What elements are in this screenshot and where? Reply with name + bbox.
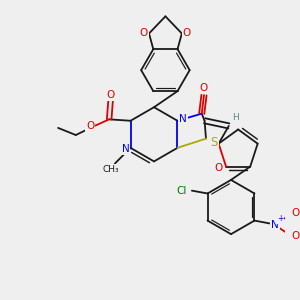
Text: O: O [291, 231, 299, 241]
Text: CH₃: CH₃ [102, 165, 119, 174]
Text: O: O [183, 28, 191, 38]
Text: O: O [214, 163, 222, 173]
Text: O: O [140, 28, 148, 38]
Text: N: N [272, 220, 279, 230]
Text: N: N [122, 144, 129, 154]
Text: Cl: Cl [176, 186, 187, 196]
Text: O: O [106, 89, 115, 100]
Text: O: O [291, 208, 299, 218]
Text: +: + [277, 214, 283, 223]
Text: S: S [210, 136, 218, 148]
Text: O: O [200, 83, 208, 93]
Text: N: N [179, 114, 187, 124]
Text: H: H [232, 113, 238, 122]
Text: O: O [86, 122, 94, 131]
